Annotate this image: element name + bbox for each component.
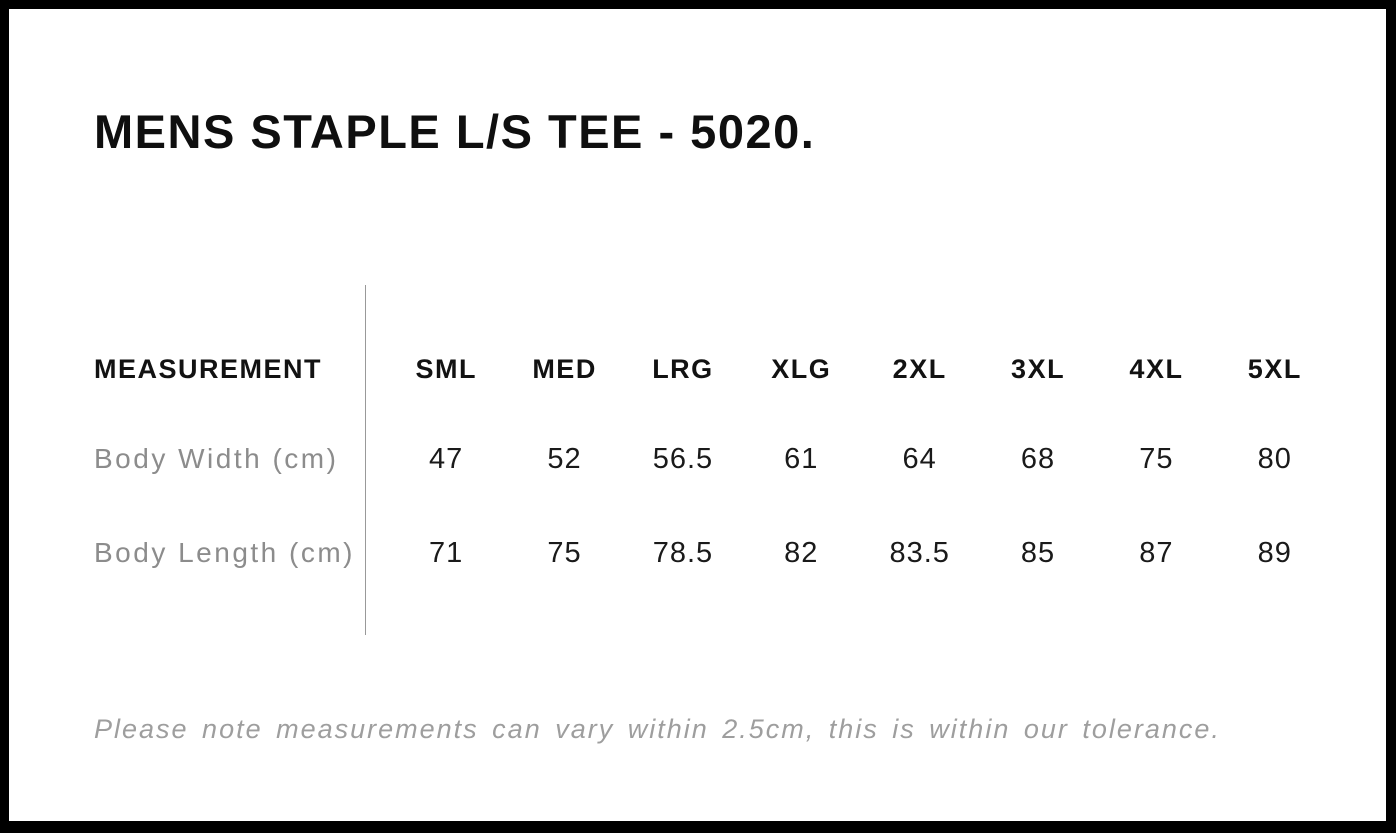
column-header-lrg: LRG <box>652 353 714 384</box>
size-table: MEASUREMENT SML MED LRG XLG 2XL 3XL 4XL … <box>94 285 1334 635</box>
body-width-med: 52 <box>547 442 582 475</box>
table-header-row: MEASUREMENT SML MED LRG XLG 2XL 3XL 4XL … <box>94 339 1334 399</box>
column-header-measurement: MEASUREMENT <box>94 353 323 384</box>
body-width-xlg: 61 <box>784 442 819 475</box>
tolerance-note: Please note measurements can vary within… <box>94 714 1221 744</box>
body-length-2xl: 83.5 <box>889 536 950 569</box>
body-length-lrg: 78.5 <box>652 536 714 569</box>
column-header-sml: SML <box>415 353 477 384</box>
row-label-body-width: Body Width (cm) <box>94 443 339 474</box>
body-width-3xl: 68 <box>1020 442 1056 475</box>
body-width-4xl: 75 <box>1139 442 1174 475</box>
column-header-xlg: XLG <box>771 353 832 384</box>
page-title: MENS STAPLE L/S TEE - 5020. <box>94 105 816 158</box>
column-header-med: MED <box>532 353 597 384</box>
body-length-3xl: 85 <box>1020 536 1056 569</box>
body-width-sml: 47 <box>429 442 464 475</box>
body-length-med: 75 <box>547 536 582 569</box>
column-header-2xl: 2XL <box>892 353 947 384</box>
body-width-5xl: 80 <box>1257 442 1292 475</box>
body-length-xlg: 82 <box>784 536 819 569</box>
body-length-4xl: 87 <box>1139 536 1174 569</box>
body-length-sml: 71 <box>429 536 464 569</box>
row-label-body-length: Body Length (cm) <box>94 537 355 568</box>
table-row-body-length: Body Length (cm) 71 75 78.5 82 83.5 85 8… <box>94 523 1334 583</box>
body-width-2xl: 64 <box>902 442 937 475</box>
table-row-body-width: Body Width (cm) 47 52 56.5 61 64 68 75 8… <box>94 429 1334 489</box>
column-header-3xl: 3XL <box>1011 353 1066 384</box>
body-width-lrg: 56.5 <box>652 442 714 475</box>
table-divider-line <box>365 285 366 635</box>
column-header-5xl: 5XL <box>1247 353 1302 384</box>
body-length-5xl: 89 <box>1257 536 1292 569</box>
column-header-4xl: 4XL <box>1129 353 1184 384</box>
